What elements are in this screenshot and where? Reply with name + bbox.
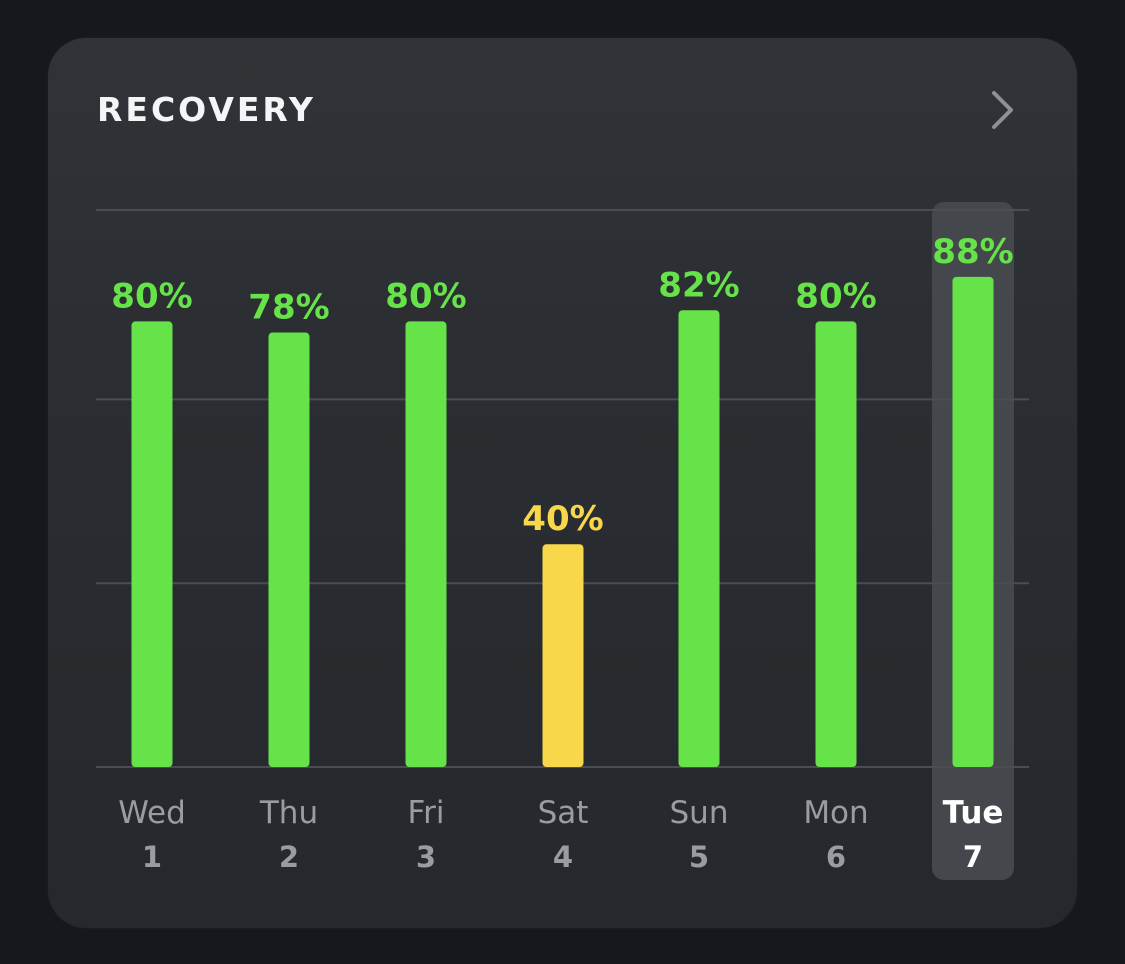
bar-sat[interactable] <box>542 544 584 767</box>
value-label: 80% <box>385 276 466 316</box>
value-label: 80% <box>795 276 876 316</box>
bar-thu[interactable] <box>268 332 310 767</box>
day-label[interactable]: Fri <box>408 795 445 831</box>
day-label[interactable]: Wed <box>118 795 186 831</box>
day-label[interactable]: Thu <box>259 795 318 831</box>
day-label[interactable]: Tue <box>943 795 1004 831</box>
date-label[interactable]: 4 <box>553 840 573 874</box>
date-label[interactable]: 3 <box>416 840 436 874</box>
recovery-card: RECOVERY 80% Wed 1 78% Thu 2 80% Fri 3 40% Sat 4 82%… <box>48 38 1077 928</box>
recovery-bar-chart: 80% Wed 1 78% Thu 2 80% Fri 3 40% Sat 4 82% Sun 5 80% Mo… <box>96 202 1029 880</box>
day-label[interactable]: Sun <box>670 795 729 831</box>
card-title: RECOVERY <box>97 90 316 129</box>
bar-fri[interactable] <box>405 321 447 767</box>
bar-mon[interactable] <box>815 321 857 767</box>
value-label: 78% <box>248 288 329 328</box>
bar-tue[interactable] <box>952 276 994 767</box>
date-label[interactable]: 2 <box>279 840 299 874</box>
value-label: 40% <box>522 499 603 539</box>
chevron-right-icon[interactable] <box>981 87 1025 133</box>
bar-wed[interactable] <box>131 321 173 767</box>
day-label[interactable]: Sat <box>538 795 589 831</box>
value-label: 88% <box>932 232 1013 272</box>
date-label[interactable]: 6 <box>826 840 846 874</box>
date-label[interactable]: 5 <box>689 840 709 874</box>
day-label[interactable]: Mon <box>803 795 868 831</box>
bar-sun[interactable] <box>678 310 720 767</box>
value-label: 80% <box>111 276 192 316</box>
date-label[interactable]: 1 <box>142 840 162 874</box>
date-label[interactable]: 7 <box>963 840 983 874</box>
value-label: 82% <box>658 265 739 305</box>
